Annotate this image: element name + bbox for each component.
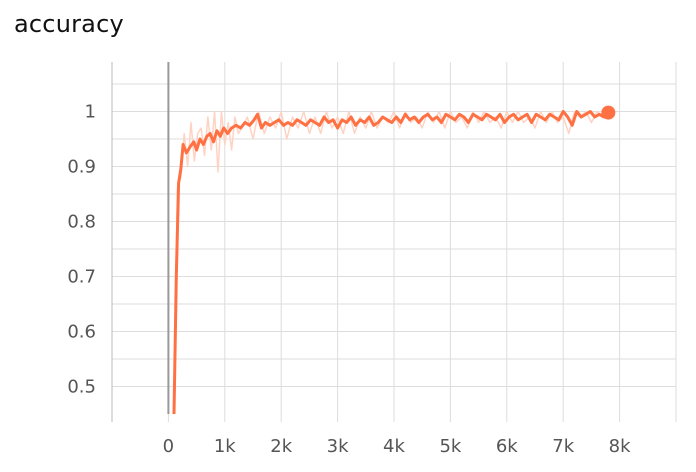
y-tick-label: 0.9 bbox=[67, 157, 96, 178]
tick-labels: 0.5 0.6 0.7 0.8 0.9 1 0 1k 2k 3k 4k 5k 6k 7k 8k bbox=[67, 102, 631, 458]
raw-series bbox=[173, 110, 609, 415]
smoothed-series bbox=[172, 105, 616, 415]
y-tick-label: 0.6 bbox=[67, 322, 96, 343]
x-tick-label: 4k bbox=[383, 436, 405, 457]
x-tick-label: 8k bbox=[609, 436, 631, 457]
raw-line bbox=[173, 110, 609, 415]
y-tick-label: 1 bbox=[85, 102, 96, 123]
y-tick-label: 0.5 bbox=[67, 377, 96, 398]
end-point-marker[interactable] bbox=[601, 105, 616, 120]
y-tick-label: 0.8 bbox=[67, 212, 96, 233]
x-tick-label: 2k bbox=[270, 436, 292, 457]
x-tick-label: 0 bbox=[163, 436, 174, 457]
x-tick-label: 6k bbox=[496, 436, 518, 457]
y-tick-label: 0.7 bbox=[67, 267, 96, 288]
smoothed-line bbox=[172, 110, 610, 415]
chart-title: accuracy bbox=[14, 10, 124, 38]
x-tick-label: 5k bbox=[439, 436, 461, 457]
x-tick-label: 1k bbox=[214, 436, 236, 457]
x-tick-label: 7k bbox=[552, 436, 574, 457]
grid bbox=[111, 62, 677, 422]
x-tick-label: 3k bbox=[327, 436, 349, 457]
